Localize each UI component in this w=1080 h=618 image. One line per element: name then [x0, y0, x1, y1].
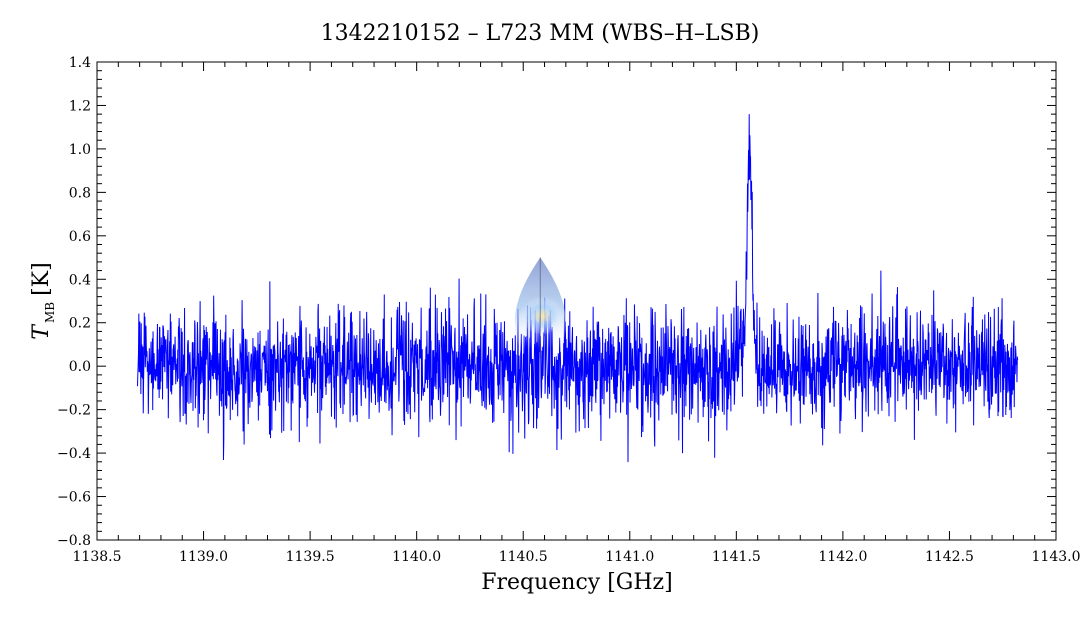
y-tick-label: 1.4: [69, 55, 91, 71]
chart-title: 1342210152 – L723 MM (WBS–H–LSB): [321, 21, 760, 46]
y-tick-label: 0.4: [69, 272, 91, 288]
plot-frame: [96, 61, 1057, 541]
watermark-glow-icon: [520, 294, 565, 335]
y-tick-label: 0.2: [69, 316, 91, 332]
x-tick-label: 1139.5: [286, 549, 335, 565]
x-tick-label: 1142.0: [818, 549, 867, 565]
x-tick-label: 1139.0: [179, 549, 228, 565]
y-tick-label: −0.2: [57, 403, 91, 419]
y-axis-label-subscript: MB: [43, 302, 57, 323]
svg-text:TMB[K]: TMB [K]: [29, 262, 57, 339]
x-tick-label: 1140.5: [499, 549, 548, 565]
y-axis-label-unit: [K]: [29, 262, 54, 296]
x-tick-label: 1142.5: [925, 549, 974, 565]
x-tick-label: 1141.0: [605, 549, 654, 565]
y-tick-label: −0.6: [57, 490, 91, 506]
y-tick-label: 0.6: [69, 229, 91, 245]
x-tick-label: 1141.5: [712, 549, 761, 565]
x-tick-label: 1143.0: [1032, 549, 1080, 565]
y-tick-label: 1.0: [69, 142, 91, 158]
y-tick-label: 0.8: [69, 185, 91, 201]
y-tick-label: −0.4: [57, 446, 91, 462]
y-tick-label: 0.0: [69, 359, 91, 375]
x-tick-label: 1138.5: [73, 549, 122, 565]
x-tick-label: 1140.0: [392, 549, 441, 565]
x-axis-label: Frequency [GHz]: [481, 570, 673, 595]
spectrum-line: [136, 114, 1019, 463]
y-axis-label: TMB [K]: [29, 262, 57, 339]
y-axis-label-symbol: T: [29, 323, 54, 340]
y-tick-label: 1.2: [69, 98, 91, 114]
y-tick-label: −0.8: [57, 533, 91, 549]
